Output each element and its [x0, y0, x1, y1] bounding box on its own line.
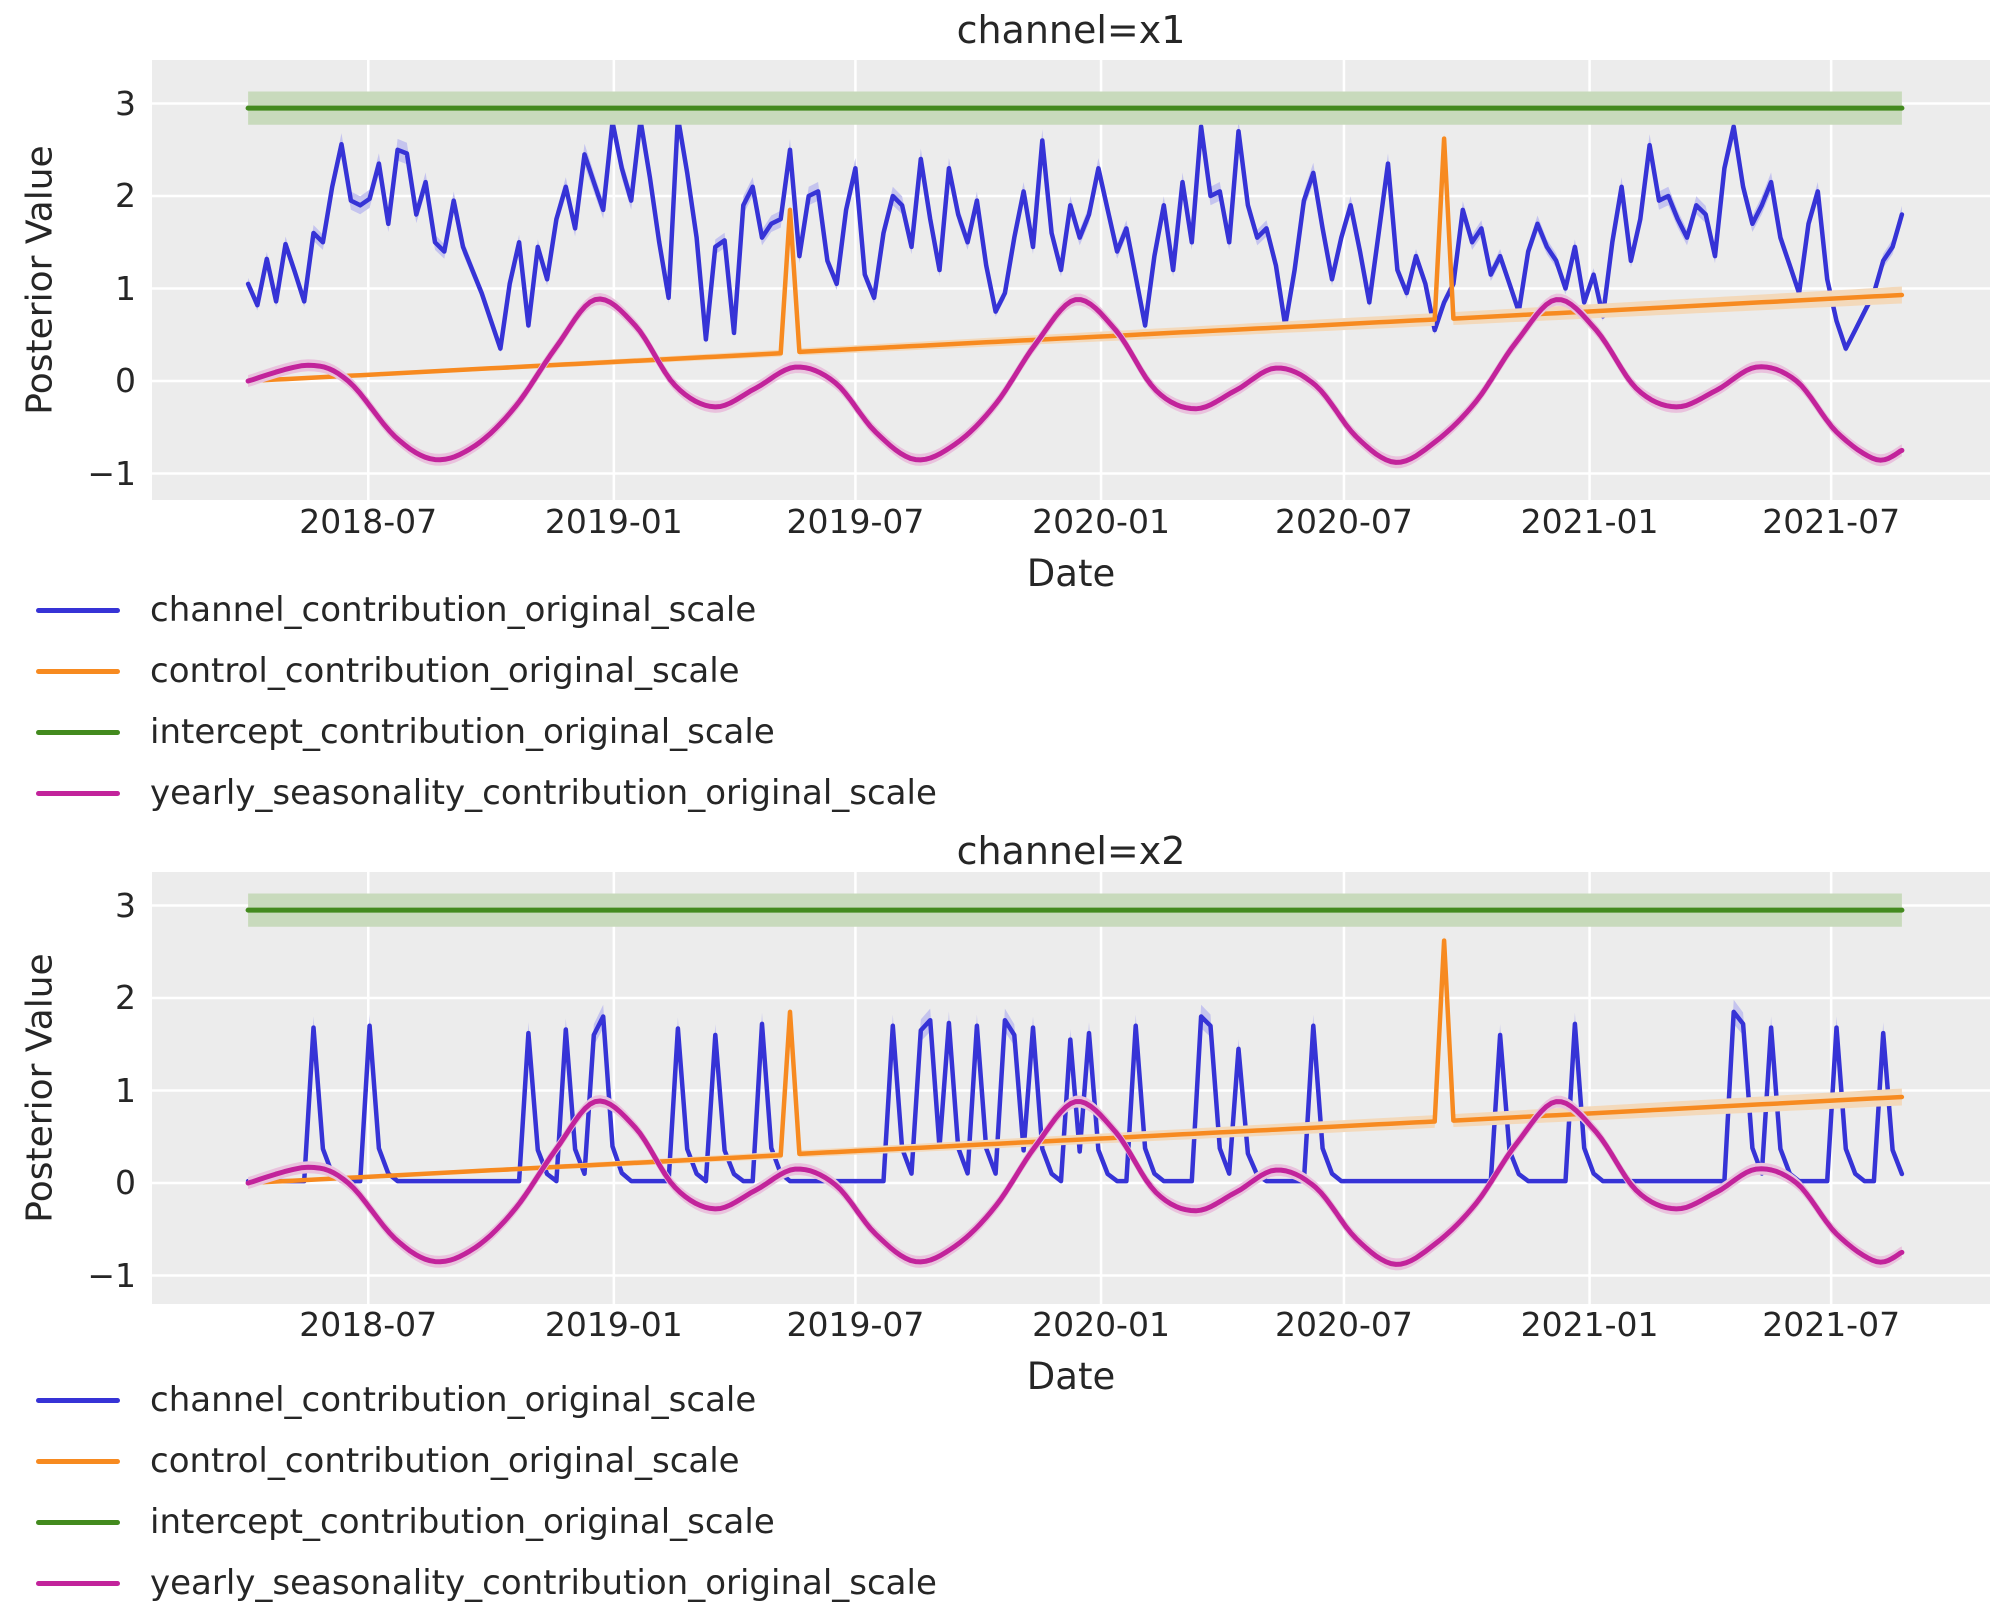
green-legend-line-icon — [36, 729, 120, 735]
blue-legend-line-icon — [36, 607, 120, 613]
x-tick-label: 2021-07 — [1762, 1305, 1901, 1344]
x-tick-label: 2020-01 — [1032, 502, 1170, 541]
blue-legend-line-icon — [36, 1397, 120, 1403]
legend-row: intercept_contribution_original_scale — [36, 708, 775, 756]
legend-row: yearly_seasonality_contribution_original… — [36, 1559, 937, 1607]
x-tick-label: 2020-01 — [1032, 1305, 1170, 1344]
x-tick-label: 2018-07 — [299, 502, 438, 541]
y-tick-label: −1 — [87, 453, 136, 493]
x-tick-label: 2021-01 — [1520, 502, 1659, 541]
legend-row: channel_contribution_original_scale — [36, 1376, 756, 1424]
y-tick-label: 2 — [115, 978, 136, 1017]
legend-label: channel_contribution_original_scale — [150, 590, 757, 630]
x-axis-label-x2: Date — [1026, 1355, 1116, 1398]
control-line — [245, 136, 1905, 384]
x-tick-label: 2021-01 — [1520, 1305, 1659, 1344]
green-legend-line-icon — [36, 1519, 120, 1525]
control-band — [248, 934, 1902, 1185]
y-tick-label: 3 — [115, 83, 136, 123]
legend-label: yearly_seasonality_contribution_original… — [150, 1563, 937, 1603]
x-tick-label: 2021-07 — [1762, 502, 1901, 541]
x-tick-label: 2019-01 — [544, 502, 683, 541]
y-tick-label: 0 — [115, 361, 136, 400]
x-tick-label: 2020-07 — [1275, 1305, 1413, 1344]
legend-row: channel_contribution_original_scale — [36, 586, 756, 634]
y-tick-label: 1 — [115, 268, 136, 308]
control-band — [248, 132, 1902, 383]
x-tick-label: 2019-07 — [786, 502, 925, 541]
legend-label: intercept_contribution_original_scale — [150, 1502, 775, 1542]
y-tick-label: −1 — [87, 1255, 136, 1295]
orange-legend-line-icon — [36, 668, 120, 674]
seasonality-line — [245, 1098, 1905, 1267]
y-tick-label: 1 — [115, 1070, 136, 1110]
x-tick-label: 2019-01 — [544, 1305, 683, 1344]
plot-background — [152, 60, 1990, 500]
y-tick-label: 0 — [115, 1163, 136, 1202]
legend-row: control_contribution_original_scale — [36, 1437, 740, 1485]
plot-area-x2 — [152, 872, 1990, 1304]
x-tick-label: 2018-07 — [299, 1305, 438, 1344]
x-tick-label: 2019-07 — [786, 1305, 925, 1344]
channel-line — [245, 115, 1905, 351]
x-axis-label-x1: Date — [1026, 552, 1116, 595]
plot-background — [152, 872, 1990, 1304]
legend-label: yearly_seasonality_contribution_original… — [150, 773, 937, 813]
seasonality-line — [245, 296, 1905, 465]
legend-label: channel_contribution_original_scale — [150, 1380, 757, 1420]
magenta-legend-line-icon — [36, 790, 120, 796]
y-tick-label: 3 — [115, 885, 136, 925]
orange-legend-line-icon — [36, 1458, 120, 1464]
plot-area-x1 — [152, 60, 1990, 500]
subplot-title-x1: channel=x1 — [956, 8, 1186, 52]
control-line — [245, 938, 1905, 1186]
legend-row: yearly_seasonality_contribution_original… — [36, 769, 937, 817]
legend-row: control_contribution_original_scale — [36, 647, 740, 695]
legend-label: intercept_contribution_original_scale — [150, 712, 775, 752]
magenta-legend-line-icon — [36, 1580, 120, 1586]
subplot-x1-canvas — [152, 60, 1990, 500]
subplot-title-x2: channel=x2 — [956, 829, 1186, 873]
x-tick-label: 2020-07 — [1275, 502, 1413, 541]
subplot-x2-canvas — [152, 872, 1990, 1304]
legend-row: intercept_contribution_original_scale — [36, 1498, 775, 1546]
y-tick-label: 2 — [115, 176, 136, 215]
legend-label: control_contribution_original_scale — [150, 1441, 740, 1481]
legend-label: control_contribution_original_scale — [150, 651, 740, 691]
